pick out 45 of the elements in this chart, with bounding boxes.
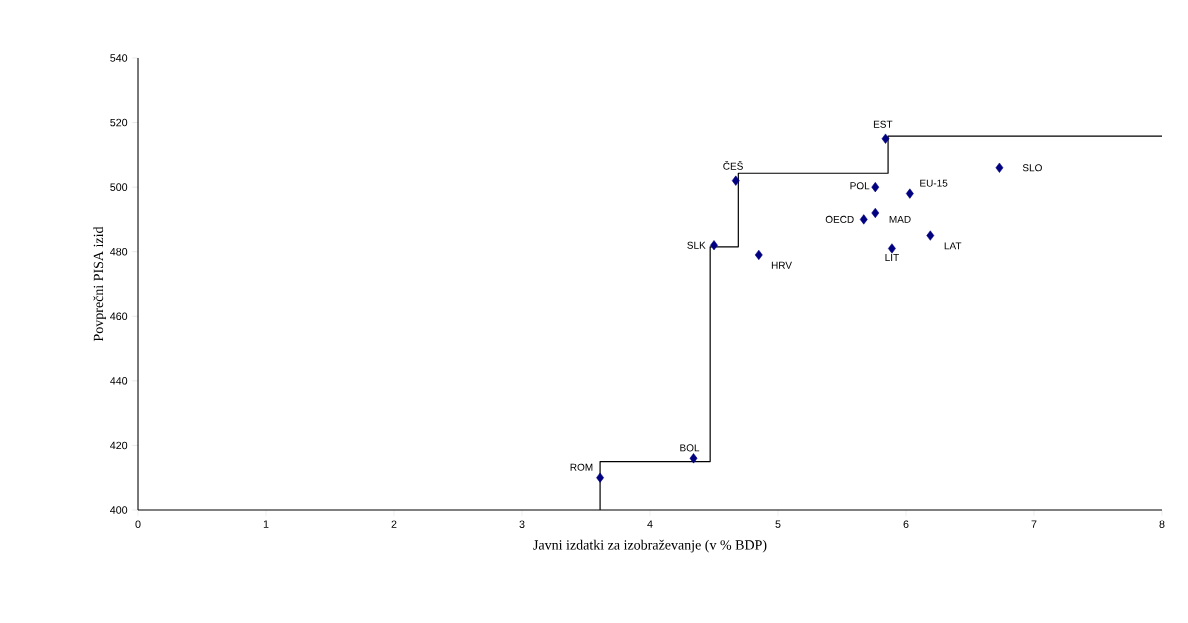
annotation: EU-15 (920, 179, 948, 187)
annotation: BOL (680, 444, 700, 452)
y-tick-label: 400 (110, 506, 128, 514)
y-tick-label: 540 (110, 54, 128, 62)
x-tick-label: 8 (1159, 520, 1165, 528)
x-tick-label: 1 (263, 520, 269, 528)
annotation: MAD (889, 215, 911, 223)
y-axis-title: Povprečni PISA izid (93, 226, 106, 342)
point (710, 240, 718, 251)
annotation: EST (873, 120, 893, 128)
x-tick-label: 0 (135, 520, 141, 528)
point (881, 133, 890, 144)
annotation: SLK (687, 241, 706, 249)
point (905, 188, 914, 199)
x-tick-label: 3 (519, 520, 525, 528)
x-tick-label: 7 (1031, 520, 1037, 528)
point (731, 175, 740, 186)
y-tick-label: 480 (110, 247, 128, 256)
annotation: SLO (1022, 164, 1042, 172)
annotation: ROM (570, 463, 593, 471)
y-tick-label: 420 (110, 441, 128, 450)
annotation: LAT (944, 242, 962, 250)
y-tick-label: 440 (110, 377, 128, 385)
point (926, 230, 935, 241)
annotation: LIT (885, 254, 899, 261)
annotation: POL (850, 182, 870, 190)
point (859, 214, 868, 225)
y-tick-label: 520 (110, 118, 128, 127)
annotation: ČEŠ (723, 160, 743, 170)
x-tick-label: 6 (903, 520, 909, 528)
point (871, 207, 880, 219)
y-tick-label: 460 (110, 312, 128, 321)
point (995, 162, 1004, 173)
annotation: OECD (825, 215, 854, 223)
point (689, 453, 698, 464)
point (871, 182, 880, 193)
point (888, 243, 896, 254)
point (596, 472, 604, 483)
annotation: HRV (771, 261, 792, 269)
x-tick-label: 5 (775, 520, 781, 528)
x-tick-label: 4 (647, 520, 653, 528)
x-tick-label: 2 (391, 520, 397, 528)
y-tick-label: 500 (110, 183, 128, 191)
x-axis-title: Javni izdatki za izobraževanje (v % BDP) (533, 539, 767, 553)
point (754, 249, 763, 260)
